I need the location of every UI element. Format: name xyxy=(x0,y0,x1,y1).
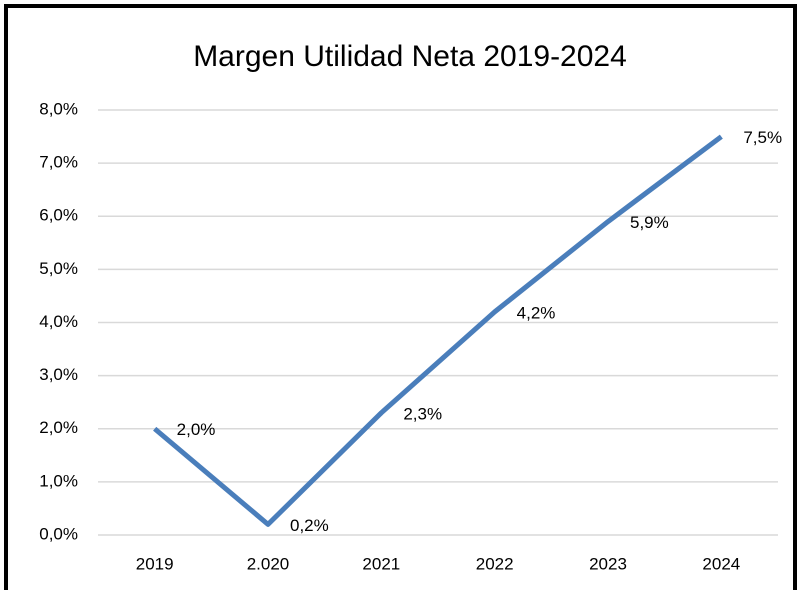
y-tick-label: 8,0% xyxy=(39,99,78,118)
x-tick-label: 2019 xyxy=(136,554,174,573)
x-tick-label: 2021 xyxy=(362,554,400,573)
y-tick-label: 3,0% xyxy=(39,365,78,384)
data-label: 4,2% xyxy=(517,303,556,322)
y-tick-label: 4,0% xyxy=(39,312,78,331)
x-tick-label: 2024 xyxy=(702,554,740,573)
x-tick-label: 2023 xyxy=(589,554,627,573)
data-label: 2,3% xyxy=(403,404,442,423)
chart-title: Margen Utilidad Neta 2019-2024 xyxy=(193,40,627,73)
x-tick-label: 2022 xyxy=(476,554,514,573)
data-label: 7,5% xyxy=(743,128,782,147)
data-label: 2,0% xyxy=(177,420,216,439)
y-tick-label: 5,0% xyxy=(39,259,78,278)
y-tick-label: 2,0% xyxy=(39,418,78,437)
y-tick-label: 1,0% xyxy=(39,471,78,490)
x-tick-label: 2.020 xyxy=(247,554,290,573)
line-series xyxy=(153,134,723,527)
chart-frame xyxy=(4,4,797,590)
data-label: 0,2% xyxy=(290,516,329,535)
y-tick-label: 7,0% xyxy=(39,153,78,172)
y-tick-label: 6,0% xyxy=(39,206,78,225)
data-label: 5,9% xyxy=(630,213,669,232)
y-tick-label: 0,0% xyxy=(39,524,78,543)
